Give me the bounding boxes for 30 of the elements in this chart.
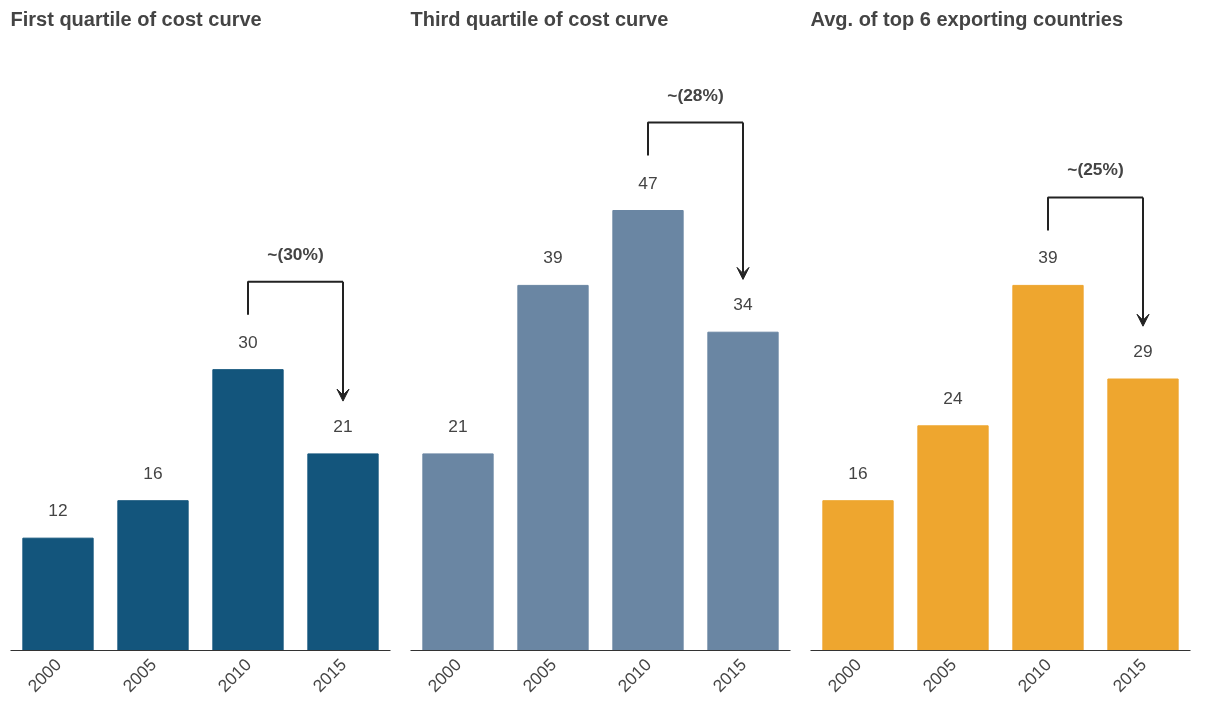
- chart-title: Third quartile of cost curve: [410, 7, 669, 30]
- data-label: 16: [848, 462, 868, 483]
- data-label: 24: [943, 387, 963, 408]
- bar: [612, 210, 684, 651]
- bar: [822, 500, 894, 651]
- bar: [1107, 378, 1179, 651]
- chart-title: First quartile of cost curve: [10, 7, 262, 30]
- data-label: 21: [333, 415, 353, 436]
- bar: [22, 537, 94, 651]
- text: ~(25%): [1067, 159, 1124, 180]
- data-label: 30: [238, 331, 258, 352]
- data-label: 21: [448, 415, 468, 436]
- bar: [212, 369, 284, 651]
- bar: [517, 284, 589, 651]
- bar: [1012, 284, 1084, 651]
- data-label: 34: [733, 294, 753, 315]
- bar: [707, 331, 779, 651]
- data-label: 47: [638, 172, 658, 193]
- bar: [117, 500, 189, 651]
- chart-title: Avg. of top 6 exporting countries: [810, 7, 1124, 30]
- bar: [422, 453, 494, 651]
- data-label: 16: [143, 462, 163, 483]
- bar: [307, 453, 379, 651]
- data-label: 12: [48, 500, 68, 521]
- data-label: 39: [1038, 247, 1058, 268]
- data-label: 39: [543, 247, 563, 268]
- text: ~(28%): [667, 84, 724, 105]
- data-label: 29: [1133, 341, 1153, 362]
- text: ~(30%): [267, 243, 324, 264]
- bar: [917, 425, 989, 651]
